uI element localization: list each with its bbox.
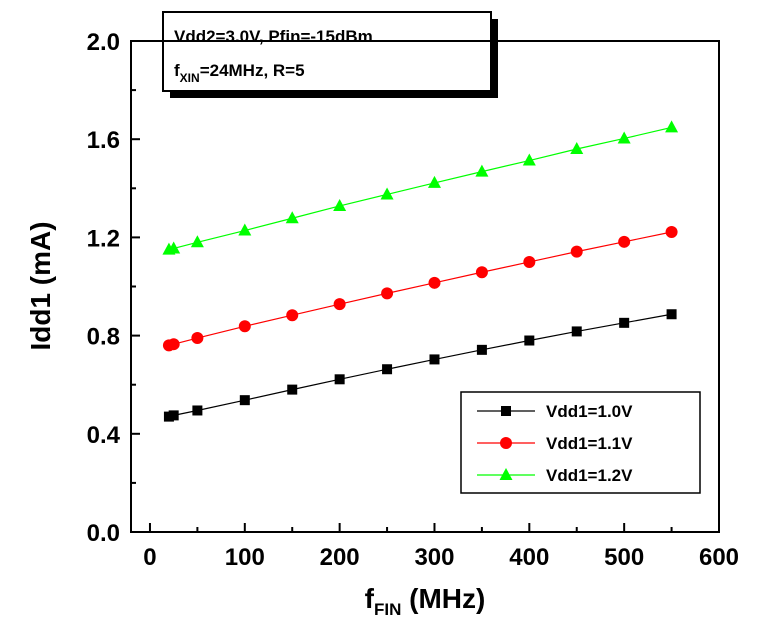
x-axis-title-suffix: (MHz)	[401, 583, 485, 614]
data-point	[618, 235, 631, 248]
data-point	[380, 187, 394, 200]
axis-ticks: 0 100 200 300 400 500 600 0.0 0.4 0.8 1.2 1.6 2.0	[87, 29, 739, 571]
y-axis-title: Idd1 (mA)	[25, 221, 56, 350]
series-3	[162, 120, 679, 255]
data-point	[238, 320, 251, 333]
data-point	[333, 198, 347, 211]
data-point	[428, 276, 441, 289]
x-tick-label: 400	[509, 544, 549, 571]
data-point	[523, 255, 536, 268]
annotation-box-frame	[162, 11, 492, 92]
series-1	[163, 309, 677, 422]
annotation-box: Vdd2=3.0V, Pfin=-15dBm fXIN=24MHz, R=5	[162, 11, 498, 98]
y-tick-label: 0.4	[87, 422, 121, 449]
data-point	[285, 211, 299, 224]
data-point	[666, 309, 677, 320]
data-point	[476, 344, 487, 355]
data-point	[475, 266, 488, 279]
data-point	[168, 410, 179, 421]
legend-label: Vdd1=1.1V	[546, 434, 633, 453]
annotation-line-2-sub: XIN	[180, 71, 200, 85]
x-axis-title-sub: FIN	[374, 600, 401, 619]
legend-swatch-marker	[500, 437, 512, 449]
y-tick-label: 2.0	[87, 29, 120, 56]
data-point	[191, 332, 204, 345]
data-point	[617, 131, 631, 144]
data-point	[619, 317, 630, 328]
data-point	[334, 374, 345, 385]
data-point	[665, 120, 679, 133]
x-axis-title-main: f	[365, 583, 375, 614]
legend-swatch-marker	[499, 468, 513, 480]
data-point	[190, 235, 204, 248]
y-tick-label: 0.8	[87, 324, 120, 351]
data-point	[570, 142, 584, 155]
legend-label: Vdd1=1.0V	[546, 402, 633, 421]
data-point	[167, 241, 181, 254]
legend: Vdd1=1.0V Vdd1=1.1V Vdd1=1.2V	[460, 391, 701, 494]
data-point	[333, 298, 346, 311]
legend-label: Vdd1=1.2V	[546, 466, 633, 485]
data-point	[524, 335, 535, 346]
data-point	[381, 287, 394, 300]
data-point	[286, 309, 299, 322]
x-tick-label: 200	[320, 544, 360, 571]
data-point	[239, 395, 250, 406]
data-point	[382, 364, 393, 375]
data-point	[475, 164, 489, 177]
y-tick-label: 1.2	[87, 225, 120, 252]
data-point	[427, 175, 441, 188]
x-tick-label: 300	[414, 544, 454, 571]
y-tick-label: 0.0	[87, 520, 120, 547]
data-point	[665, 225, 678, 238]
legend-entry: Vdd1=1.1V	[477, 434, 633, 453]
data-point	[238, 223, 252, 236]
x-tick-label: 100	[225, 544, 265, 571]
data-point	[522, 153, 536, 166]
legend-entry: Vdd1=1.0V	[477, 402, 633, 421]
legend-swatch-marker	[501, 406, 511, 416]
x-axis-title: fFIN (MHz)	[365, 583, 486, 619]
x-tick-label: 0	[143, 544, 156, 571]
data-point	[192, 405, 203, 416]
data-point	[167, 338, 180, 351]
data-point	[287, 384, 298, 395]
annotation-line-2-main: f	[174, 61, 180, 80]
series-layer	[162, 120, 679, 422]
y-tick-label: 1.6	[87, 127, 120, 154]
annotation-line-2: fXIN=24MHz, R=5	[174, 61, 305, 85]
data-point	[570, 245, 583, 258]
x-tick-label: 500	[604, 544, 644, 571]
series-2	[162, 225, 678, 352]
data-point	[429, 354, 440, 365]
annotation-line-1: Vdd2=3.0V, Pfin=-15dBm	[174, 27, 373, 46]
x-tick-label: 600	[699, 544, 739, 571]
annotation-line-2-rest: =24MHz, R=5	[200, 61, 305, 80]
legend-entry: Vdd1=1.2V	[477, 466, 633, 485]
data-point	[571, 326, 582, 337]
